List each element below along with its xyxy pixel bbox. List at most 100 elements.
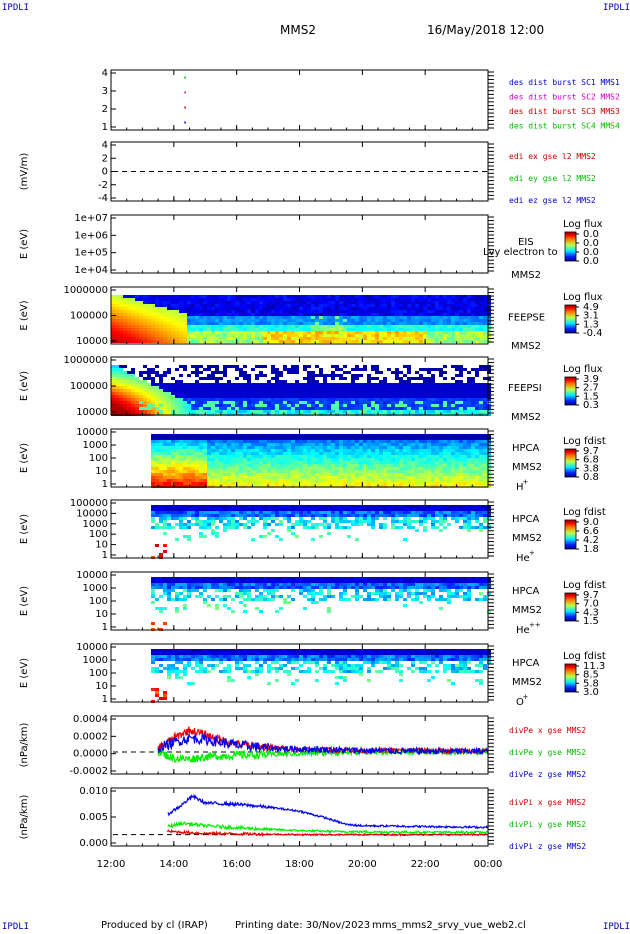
spectrogram-cell: [211, 446, 215, 449]
spectrogram-cell: [455, 473, 459, 476]
spectrogram-cell: [375, 449, 379, 452]
spectrogram-cell: [299, 398, 303, 401]
spectrogram-cell: [343, 410, 347, 413]
spectrogram-cell: [159, 386, 163, 389]
spectrogram-cell: [239, 434, 243, 437]
spectrogram-cell: [187, 452, 191, 455]
spectrogram-cell: [407, 328, 411, 331]
spectrogram-cell: [295, 401, 299, 404]
spectrogram-cell: [451, 479, 455, 482]
spectrogram-cell: [123, 304, 127, 307]
spectrogram-cell: [215, 301, 219, 304]
spectrogram-cell: [419, 401, 423, 404]
spectrogram-cell: [435, 446, 439, 449]
spectrogram-cell: [383, 470, 387, 473]
spectrogram-cell: [271, 461, 275, 464]
spectrogram-cell: [215, 377, 219, 380]
y-tick-label: 1000000: [63, 285, 108, 296]
spectrogram-cell: [487, 482, 491, 485]
spectrogram-cell: [391, 395, 395, 398]
spectrogram-cell: [155, 461, 159, 464]
spectrogram-cell: [367, 443, 371, 446]
spectrogram-cell: [255, 383, 259, 386]
spectrogram-cell: [271, 377, 275, 380]
spectrogram-cell: [203, 410, 207, 413]
spectrogram-cell: [403, 389, 407, 392]
spectrogram-cell: [411, 307, 415, 310]
spectrogram-cell: [147, 371, 151, 374]
spectrogram-cell: [343, 328, 347, 331]
spectrogram-cell: [115, 392, 119, 395]
spectrogram-cell: [167, 368, 171, 371]
spectrogram-cell: [175, 523, 179, 526]
spectrogram-cell: [431, 310, 435, 313]
spectrogram-cell: [375, 455, 379, 458]
spectrogram-cell: [423, 319, 427, 322]
spectrogram-cell: [451, 386, 455, 389]
spectrogram-cell: [299, 310, 303, 313]
spectrogram-cell: [255, 334, 259, 337]
legend-entry: des dist burst SC4 MMS4: [509, 122, 620, 131]
spectrogram-cell: [135, 407, 139, 410]
spectrogram-cell: [431, 386, 435, 389]
y-tick-label: 100000: [70, 381, 108, 392]
spectrogram-cell: [371, 389, 375, 392]
spectrogram-cell: [415, 446, 419, 449]
spectrogram-cell: [319, 443, 323, 446]
spectrogram-cell: [451, 301, 455, 304]
spectrogram-cell: [407, 482, 411, 485]
spectrogram-cell: [215, 446, 219, 449]
spectrogram-cell: [179, 443, 183, 446]
spectrogram-cell: [203, 383, 207, 386]
spectrogram-cell: [195, 437, 199, 440]
spectrogram-cell: [347, 455, 351, 458]
spectrogram-cell: [123, 404, 127, 407]
spectrogram-cell: [139, 328, 143, 331]
spectrogram-cell: [115, 307, 119, 310]
spectrogram-cell: [243, 443, 247, 446]
spectrogram-cell: [167, 517, 171, 520]
spectrogram-cell: [463, 325, 467, 328]
spectrogram-cell: [427, 389, 431, 392]
spectrogram-cell: [359, 368, 363, 371]
spectrogram-cell: [167, 523, 171, 526]
spectrogram-cell: [387, 322, 391, 325]
spectrogram-cell: [251, 392, 255, 395]
spectrogram-cell: [167, 440, 171, 443]
spectrogram-cell: [275, 383, 279, 386]
spectrogram-cell: [235, 443, 239, 446]
spectrogram-cell: [427, 322, 431, 325]
spectrogram-cell: [163, 532, 167, 535]
spectrogram-cell: [263, 464, 267, 467]
spectrogram-cell: [111, 392, 115, 395]
spectrogram-cell: [375, 310, 379, 313]
spectrogram-cell: [351, 407, 355, 410]
spectrogram-cell: [159, 449, 163, 452]
spectrogram-cell: [127, 340, 131, 343]
spectrogram-cell: [287, 398, 291, 401]
spectrogram-cell: [319, 316, 323, 319]
spectrogram-cell: [455, 383, 459, 386]
spectrogram-cell: [451, 410, 455, 413]
spectrogram-cell: [215, 410, 219, 413]
spectrogram-cell: [247, 458, 251, 461]
spectrogram-cell: [463, 334, 467, 337]
spectrogram-cell: [355, 410, 359, 413]
spectrogram-cell: [215, 479, 219, 482]
spectrogram-cell: [483, 298, 487, 301]
spectrogram-cell: [295, 365, 299, 368]
spectrogram-cell: [343, 443, 347, 446]
spectrogram-cell: [183, 508, 187, 511]
spectrogram-cell: [155, 328, 159, 331]
spectrogram-cell: [187, 538, 191, 541]
spectrogram-cell: [171, 401, 175, 404]
spectrogram-cell: [471, 307, 475, 310]
spectrogram-cell: [139, 307, 143, 310]
spectrogram-cell: [195, 395, 199, 398]
spectrogram-cell: [231, 401, 235, 404]
spectrogram-cell: [131, 404, 135, 407]
spectrogram-cell: [451, 377, 455, 380]
spectrogram-cell: [379, 440, 383, 443]
spectrogram-cell: [247, 392, 251, 395]
